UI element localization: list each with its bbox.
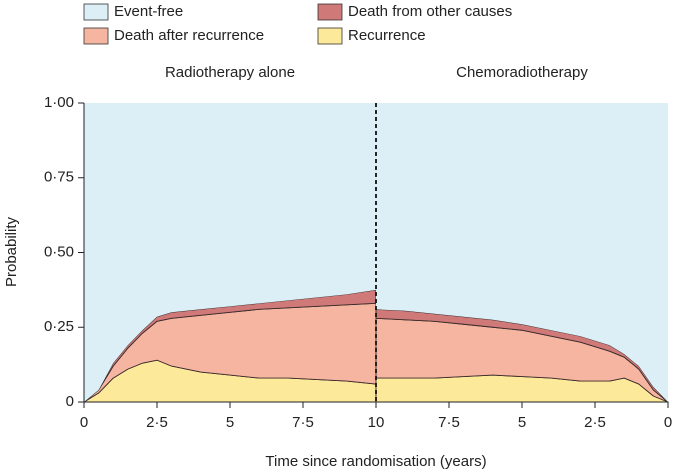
y-tick-label: 1·00 bbox=[44, 94, 74, 111]
x-tick-label: 7·5 bbox=[292, 414, 314, 431]
y-tick-label: 0·25 bbox=[44, 318, 74, 335]
x-tick-label: 5 bbox=[518, 414, 526, 431]
legend-swatch bbox=[83, 3, 109, 21]
legend-swatch bbox=[83, 27, 109, 45]
x-tick-label: 10 bbox=[368, 414, 385, 431]
panel-title: Radiotherapy alone bbox=[165, 64, 295, 81]
area bbox=[376, 103, 668, 402]
panel-title: Chemoradiotherapy bbox=[456, 64, 588, 81]
legend-swatch bbox=[317, 3, 343, 21]
y-tick-label: 0 bbox=[66, 393, 74, 410]
x-tick-label: 7·5 bbox=[438, 414, 460, 431]
legend-swatch bbox=[317, 27, 343, 45]
y-tick-label: 0·50 bbox=[44, 243, 74, 260]
x-axis-label: Time since randomisation (years) bbox=[265, 453, 486, 470]
area bbox=[375, 374, 669, 403]
area bbox=[84, 103, 376, 402]
x-tick-label: 0 bbox=[80, 414, 88, 431]
legend-label: Recurrence bbox=[348, 27, 426, 44]
x-tick-label: 0 bbox=[664, 414, 672, 431]
x-tick-label: 2·5 bbox=[146, 414, 168, 431]
x-tick-label: 2·5 bbox=[584, 414, 606, 431]
x-tick-label: 5 bbox=[226, 414, 234, 431]
legend-label: Death from other causes bbox=[348, 3, 512, 20]
legend-label: Event-free bbox=[114, 3, 183, 20]
legend-label: Death after recurrence bbox=[114, 27, 264, 44]
y-tick-label: 0·75 bbox=[44, 169, 74, 186]
y-axis-label: Probability bbox=[3, 216, 20, 287]
